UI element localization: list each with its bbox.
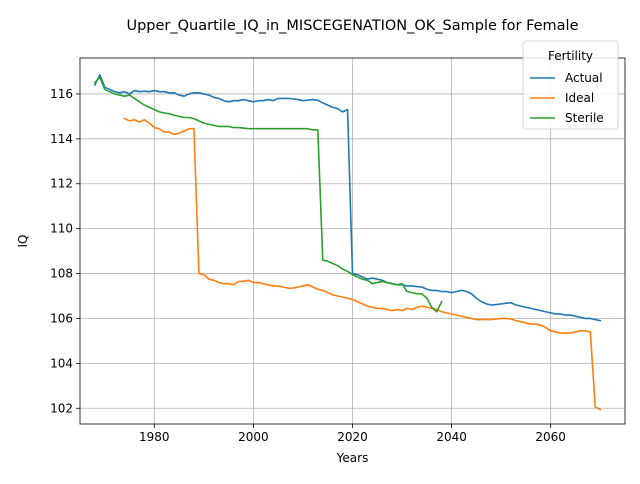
- y-axis-label: IQ: [16, 235, 30, 248]
- legend-title: Fertility: [548, 49, 593, 63]
- x-axis-ticks: 1980 2000 2020 2040 2060: [139, 424, 566, 444]
- x-tick-label: 2020: [337, 430, 368, 444]
- y-tick-label: 104: [50, 356, 73, 370]
- legend-label-ideal: Ideal: [565, 91, 594, 105]
- y-tick-label: 106: [50, 311, 73, 325]
- y-tick-label: 116: [50, 87, 73, 101]
- x-tick-label: 1980: [139, 430, 170, 444]
- series-line-ideal: [123, 117, 602, 411]
- legend-entries: Actual Ideal Sterile: [530, 71, 604, 125]
- y-tick-label: 110: [50, 222, 73, 236]
- y-tick-label: 108: [50, 267, 73, 281]
- legend-box: [522, 40, 619, 130]
- series-layer: [93, 74, 602, 411]
- legend: Fertility Actual Ideal Sterile: [522, 40, 619, 130]
- chart-title: Upper_Quartile_IQ_in_MISCEGENATION_OK_Sa…: [126, 18, 578, 34]
- y-tick-label: 114: [50, 132, 73, 146]
- x-tick-label: 2040: [436, 430, 467, 444]
- legend-label-actual: Actual: [565, 71, 603, 85]
- legend-label-sterile: Sterile: [565, 111, 604, 125]
- series-line-sterile: [93, 76, 443, 313]
- y-tick-label: 102: [50, 401, 73, 415]
- y-axis-ticks: 102 104 106 108 110 112 114 116: [50, 87, 80, 415]
- x-tick-label: 2060: [535, 430, 566, 444]
- x-tick-label: 2000: [238, 430, 269, 444]
- x-axis-label: Years: [336, 451, 369, 465]
- y-tick-label: 112: [50, 177, 73, 191]
- series-line-actual: [93, 74, 602, 322]
- grid-lines: [80, 58, 625, 424]
